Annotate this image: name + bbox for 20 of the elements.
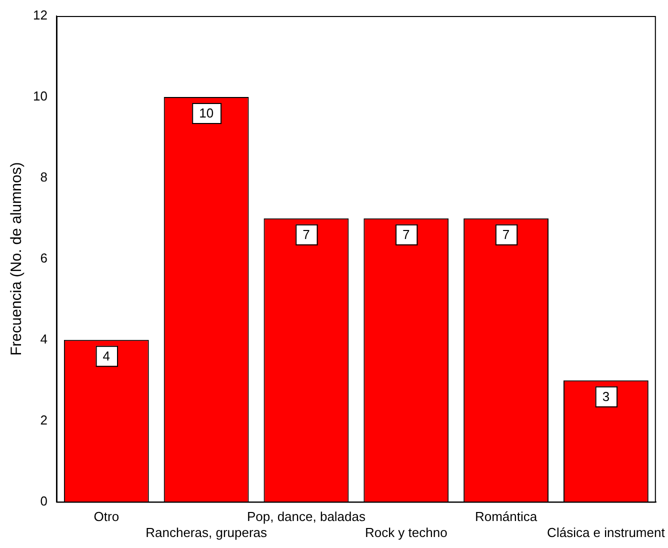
y-tick-label: 0 bbox=[40, 493, 48, 508]
x-tick-label: Clásica e instrument bbox=[547, 524, 666, 540]
x-tick-label: Pop, dance, baladas bbox=[246, 509, 366, 524]
x-tick-label: Rancheras, gruperas bbox=[146, 524, 268, 540]
data-label: 4 bbox=[102, 348, 110, 364]
y-axis-title: Frecuencia (No. de alumnos) bbox=[8, 162, 26, 356]
data-label: 7 bbox=[502, 226, 510, 242]
y-tick-label: 8 bbox=[40, 170, 48, 185]
y-tick-label: 4 bbox=[40, 331, 48, 346]
y-tick-label: 2 bbox=[40, 412, 48, 428]
x-tick-label: Rock y techno bbox=[364, 524, 448, 540]
x-tick-label: Otro bbox=[94, 509, 120, 524]
y-tick-label: 10 bbox=[32, 88, 48, 104]
x-tick-label: Romántica bbox=[474, 509, 538, 524]
data-label: 3 bbox=[602, 388, 610, 404]
y-tick-label: 6 bbox=[40, 250, 48, 266]
data-label: 7 bbox=[402, 226, 410, 242]
y-tick-label: 12 bbox=[32, 8, 48, 23]
data-label: 10 bbox=[199, 106, 214, 121]
data-label: 7 bbox=[302, 226, 310, 242]
